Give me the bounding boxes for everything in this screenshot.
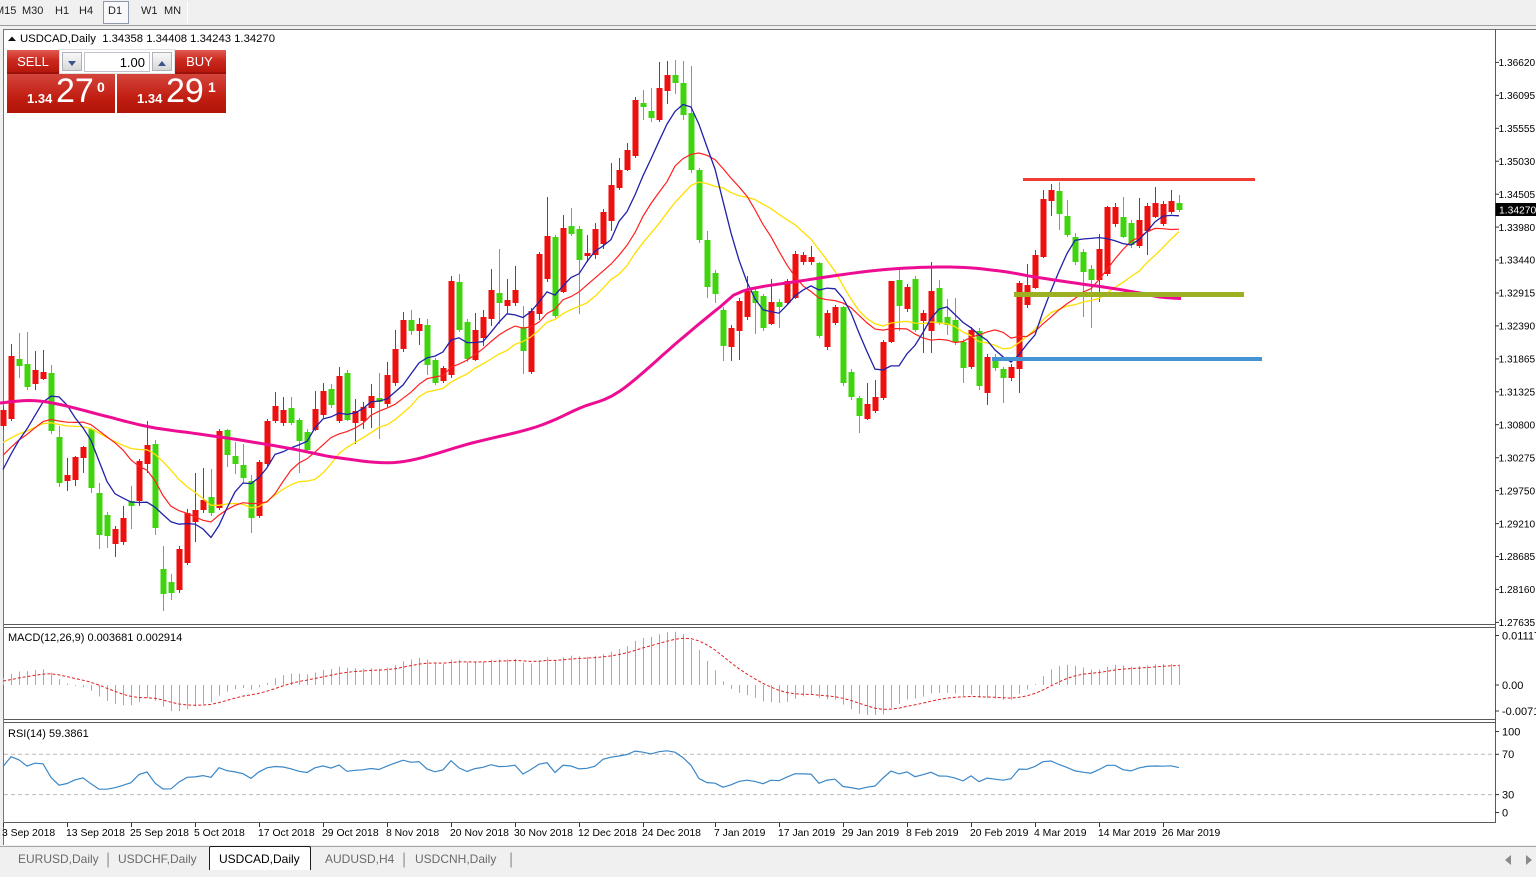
svg-text:30: 30: [1502, 789, 1514, 801]
svg-text:1.29750: 1.29750: [1499, 486, 1536, 497]
svg-text:0.00: 0.00: [1502, 680, 1523, 692]
svg-text:-0.00714: -0.00714: [1502, 706, 1536, 718]
svg-text:1.34270: 1.34270: [1499, 205, 1536, 216]
svg-text:1.33440: 1.33440: [1499, 256, 1536, 267]
svg-text:5 Oct 2018: 5 Oct 2018: [194, 828, 245, 839]
svg-text:3 Sep 2018: 3 Sep 2018: [2, 828, 55, 839]
svg-text:1.34505: 1.34505: [1499, 190, 1536, 201]
svg-text:12 Dec 2018: 12 Dec 2018: [578, 828, 637, 839]
svg-text:20 Feb 2019: 20 Feb 2019: [970, 828, 1029, 839]
svg-text:8 Feb 2019: 8 Feb 2019: [906, 828, 959, 839]
svg-text:1.28685: 1.28685: [1499, 552, 1536, 563]
svg-text:17 Oct 2018: 17 Oct 2018: [258, 828, 315, 839]
svg-text:1.36620: 1.36620: [1499, 58, 1536, 69]
svg-text:8 Nov 2018: 8 Nov 2018: [386, 828, 439, 839]
svg-text:29 Oct 2018: 29 Oct 2018: [322, 828, 379, 839]
svg-text:1.27635: 1.27635: [1499, 618, 1536, 629]
svg-text:1.35555: 1.35555: [1499, 124, 1536, 135]
svg-text:14 Mar 2019: 14 Mar 2019: [1098, 828, 1157, 839]
svg-text:24 Dec 2018: 24 Dec 2018: [642, 828, 701, 839]
svg-text:1.33980: 1.33980: [1499, 223, 1536, 234]
svg-text:13 Sep 2018: 13 Sep 2018: [66, 828, 125, 839]
svg-text:1.32915: 1.32915: [1499, 289, 1536, 300]
svg-text:MACD(12,26,9) 0.003681 0.00291: MACD(12,26,9) 0.003681 0.002914: [8, 632, 182, 644]
svg-text:1.31325: 1.31325: [1499, 388, 1536, 399]
svg-text:20 Nov 2018: 20 Nov 2018: [450, 828, 509, 839]
svg-text:70: 70: [1502, 749, 1514, 761]
svg-text:30 Nov 2018: 30 Nov 2018: [514, 828, 573, 839]
svg-text:25 Sep 2018: 25 Sep 2018: [130, 828, 189, 839]
svg-text:1.29210: 1.29210: [1499, 519, 1536, 530]
svg-text:100: 100: [1502, 726, 1520, 738]
svg-text:17 Jan 2019: 17 Jan 2019: [778, 828, 835, 839]
svg-text:0.011176: 0.011176: [1502, 630, 1536, 642]
svg-text:1.28160: 1.28160: [1499, 585, 1536, 596]
svg-text:0: 0: [1502, 807, 1508, 819]
svg-text:1.31865: 1.31865: [1499, 355, 1536, 366]
svg-text:29 Jan 2019: 29 Jan 2019: [842, 828, 899, 839]
svg-text:USDCAD,Daily 1.34358 1.34408: USDCAD,Daily 1.34358 1.34408 1.34243 1.3…: [20, 33, 275, 45]
svg-text:RSI(14) 59.3861: RSI(14) 59.3861: [8, 728, 89, 740]
svg-text:7 Jan 2019: 7 Jan 2019: [714, 828, 766, 839]
svg-text:1.32390: 1.32390: [1499, 322, 1536, 333]
svg-text:1.30800: 1.30800: [1499, 420, 1536, 431]
svg-text:1.35030: 1.35030: [1499, 157, 1536, 168]
svg-text:1.30275: 1.30275: [1499, 453, 1536, 464]
svg-text:1.36095: 1.36095: [1499, 91, 1536, 102]
svg-text:26 Mar 2019: 26 Mar 2019: [1162, 828, 1221, 839]
svg-text:4 Mar 2019: 4 Mar 2019: [1034, 828, 1087, 839]
